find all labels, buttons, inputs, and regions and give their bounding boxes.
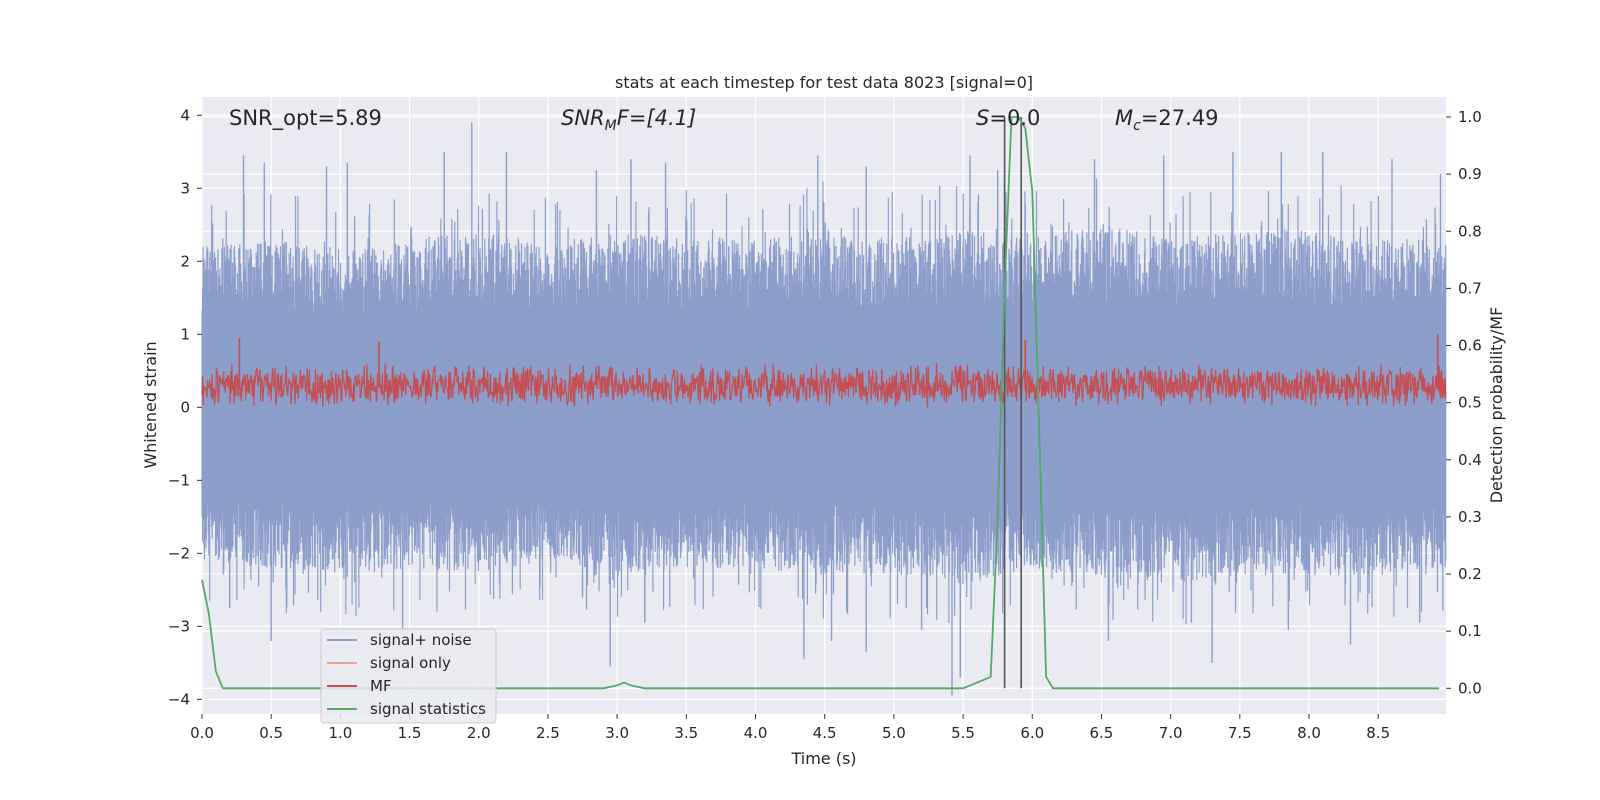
legend-label-signal-statistics: signal statistics <box>370 700 486 718</box>
y-left-tick-label: 1 <box>180 325 190 343</box>
chart-title: stats at each timestep for test data 802… <box>615 73 1033 92</box>
annotation-snr-mf-rest: F=[4.1] <box>617 106 696 130</box>
x-tick-label: 6.5 <box>1090 724 1114 742</box>
y-right-tick-label: 0.3 <box>1458 508 1482 526</box>
annotation-snr-mf: SNRMF=[4.1] <box>561 106 696 134</box>
mf-trace <box>201 363 1447 408</box>
y-axis-left-label: Whitened strain <box>141 341 160 468</box>
signal-statistics-line <box>201 116 1440 690</box>
x-tick-label: 2.5 <box>536 724 560 742</box>
x-tick-label: 0.0 <box>190 724 214 742</box>
signal-noise-series <box>201 122 1447 696</box>
annotation-s-rest: =0.0 <box>989 106 1040 130</box>
y-right-tick-label: 0.4 <box>1458 451 1482 469</box>
annotation-mc-sub: c <box>1133 118 1141 134</box>
x-tick-label: 7.0 <box>1159 724 1183 742</box>
legend-label-signal-noise: signal+ noise <box>370 631 472 649</box>
y-left-tick-label: 4 <box>180 106 190 124</box>
y-right-tick-label: 0.0 <box>1458 679 1482 697</box>
x-tick-label: 8.0 <box>1297 724 1321 742</box>
y-left-tick-label: −2 <box>168 544 190 562</box>
annotation-snr-opt: SNR_opt=5.89 <box>229 106 382 131</box>
x-tick-label: 6.0 <box>1020 724 1044 742</box>
annotation-snr-mf-sub: M <box>605 118 617 134</box>
y-left-tick-label: −1 <box>168 471 190 489</box>
annotation-s: S=0.0 <box>976 106 1040 130</box>
mf-series <box>201 334 1447 408</box>
y-right-tick-label: 0.1 <box>1458 622 1482 640</box>
x-tick-label: 3.0 <box>605 724 629 742</box>
annotation-mc-rest: =27.49 <box>1141 106 1219 130</box>
legend-label-mf: MF <box>370 677 392 695</box>
x-tick-label: 8.5 <box>1366 724 1390 742</box>
x-tick-label: 4.0 <box>744 724 768 742</box>
y-left-tick-label: 3 <box>180 179 190 197</box>
y-left-tick-label: 2 <box>180 252 190 270</box>
y-right-tick-label: 0.8 <box>1458 222 1482 240</box>
y-right-tick-label: 0.6 <box>1458 337 1482 355</box>
annotation-snr-mf-main: SNR <box>561 106 605 130</box>
annotation-mc: Mc=27.49 <box>1115 106 1219 134</box>
annotation-mc-main: M <box>1115 106 1133 130</box>
x-tick-label: 4.5 <box>813 724 837 742</box>
legend: signal+ noise signal only MF signal stat… <box>320 628 497 724</box>
axis-ticks: 0.0 0.5 1.0 1.5 2.0 2.5 3.0 3.5 4.0 4.5 5.0 5.5 6.0 6… <box>168 106 1482 742</box>
x-tick-label: 2.0 <box>467 724 491 742</box>
x-tick-label: 1.5 <box>398 724 422 742</box>
x-axis-label: Time (s) <box>790 749 856 768</box>
vertical-markers <box>1003 116 1022 689</box>
x-tick-label: 1.0 <box>328 724 352 742</box>
y-right-tick-label: 1.0 <box>1458 108 1482 126</box>
x-tick-label: 7.5 <box>1228 724 1252 742</box>
y-right-tick-label: 0.7 <box>1458 279 1482 297</box>
y-axis-right-label: Detection probability/MF <box>1487 307 1506 504</box>
x-tick-label: 3.5 <box>674 724 698 742</box>
annotation-s-main: S <box>976 106 989 130</box>
y-left-tick-label: 0 <box>180 398 190 416</box>
x-tick-label: 5.0 <box>882 724 906 742</box>
y-right-tick-label: 0.2 <box>1458 565 1482 583</box>
y-left-tick-label: −4 <box>168 690 190 708</box>
signal-statistics-series <box>201 116 1440 690</box>
y-right-tick-label: 0.5 <box>1458 394 1482 412</box>
x-tick-label: 5.5 <box>951 724 975 742</box>
mf-spikes <box>238 334 1439 386</box>
y-left-tick-label: −3 <box>168 617 190 635</box>
legend-label-signal-only: signal only <box>370 654 451 672</box>
signal-noise-extremes <box>229 122 1442 696</box>
y-right-tick-label: 0.9 <box>1458 165 1482 183</box>
x-tick-label: 0.5 <box>259 724 283 742</box>
legend-box <box>320 628 497 724</box>
